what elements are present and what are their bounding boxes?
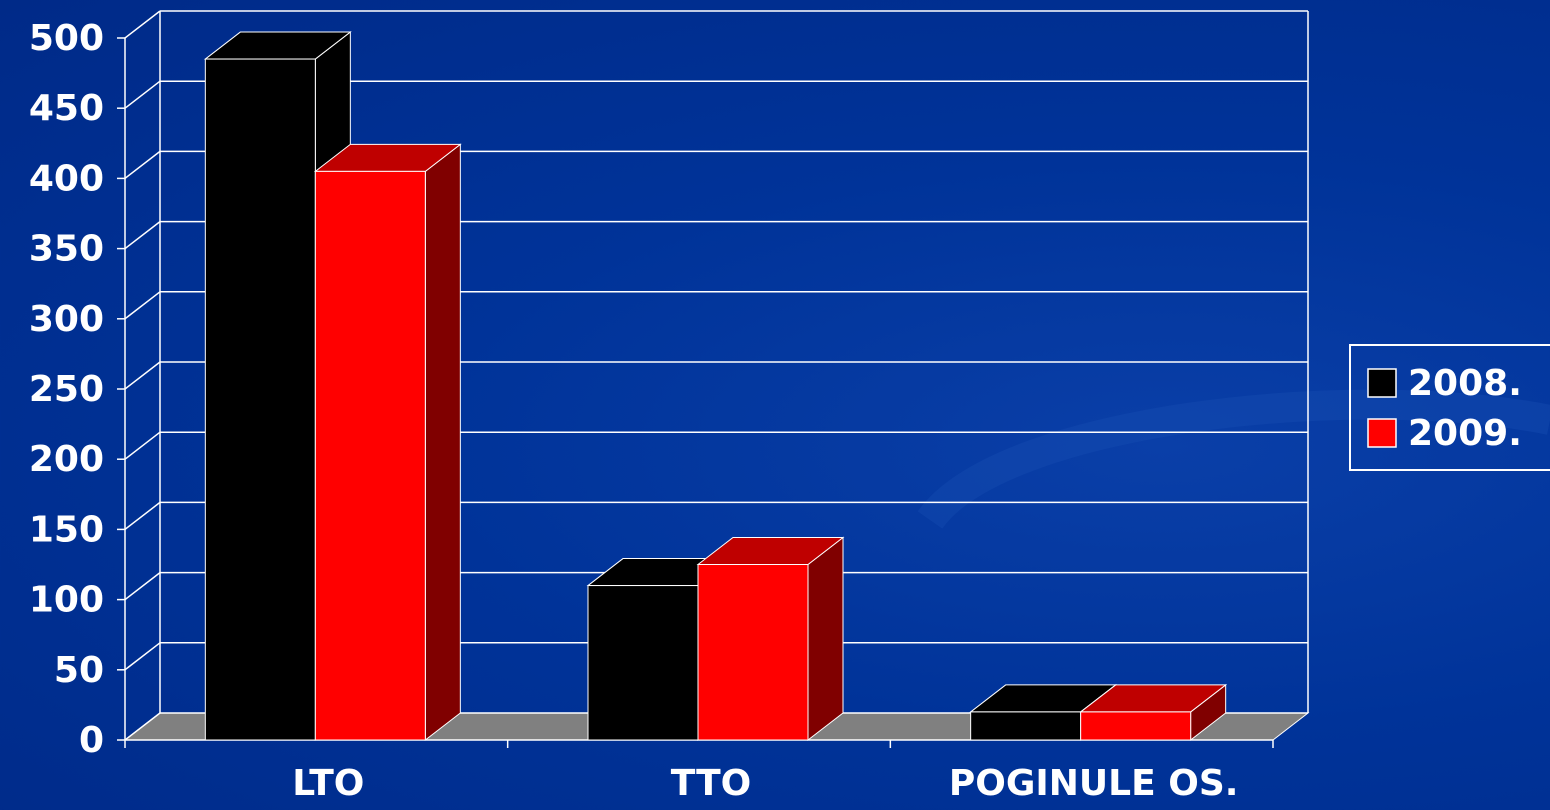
bar [1080,711,1192,741]
y-tick-label: 50 [54,650,104,691]
x-tick-label: LTO [292,763,364,804]
y-tick-label: 200 [29,439,104,480]
y-tick-label: 250 [29,369,104,410]
x-tick-label: TTO [671,763,752,804]
y-tick-label: 450 [29,88,104,129]
grid-line-side [124,712,161,741]
bar [204,58,316,741]
legend-label: 2009. [1408,413,1522,454]
grid-line-side [124,431,161,460]
grid-line-side [124,221,161,250]
bar [314,170,426,741]
grid-line-side [124,80,161,109]
bar-side [807,536,844,742]
y-tick-label: 350 [29,229,104,270]
decor-swoosh [917,389,1550,530]
y-tick-label: 500 [29,18,104,59]
grid-line-side [124,642,161,671]
y-tick-label: 300 [29,299,104,340]
legend-box [1349,344,1550,471]
bar-side [424,143,461,742]
bar [697,564,809,741]
y-tick-label: 400 [29,158,104,199]
grid-line-side [124,10,161,39]
y-tick-label: 0 [79,720,104,761]
grid-line-side [124,150,161,179]
legend-swatch [1367,418,1397,448]
grid-line-side [124,361,161,390]
grid-line-side [124,291,161,320]
x-tick-label: POGINULE OS. [949,763,1239,804]
bar [970,711,1082,741]
y-tick-label: 150 [29,509,104,550]
legend-swatch [1367,368,1397,398]
grid-line-side [124,501,161,530]
y-tick-label: 100 [29,580,104,621]
legend-label: 2008. [1408,363,1522,404]
bar [587,585,699,741]
grid-line-side [124,572,161,601]
